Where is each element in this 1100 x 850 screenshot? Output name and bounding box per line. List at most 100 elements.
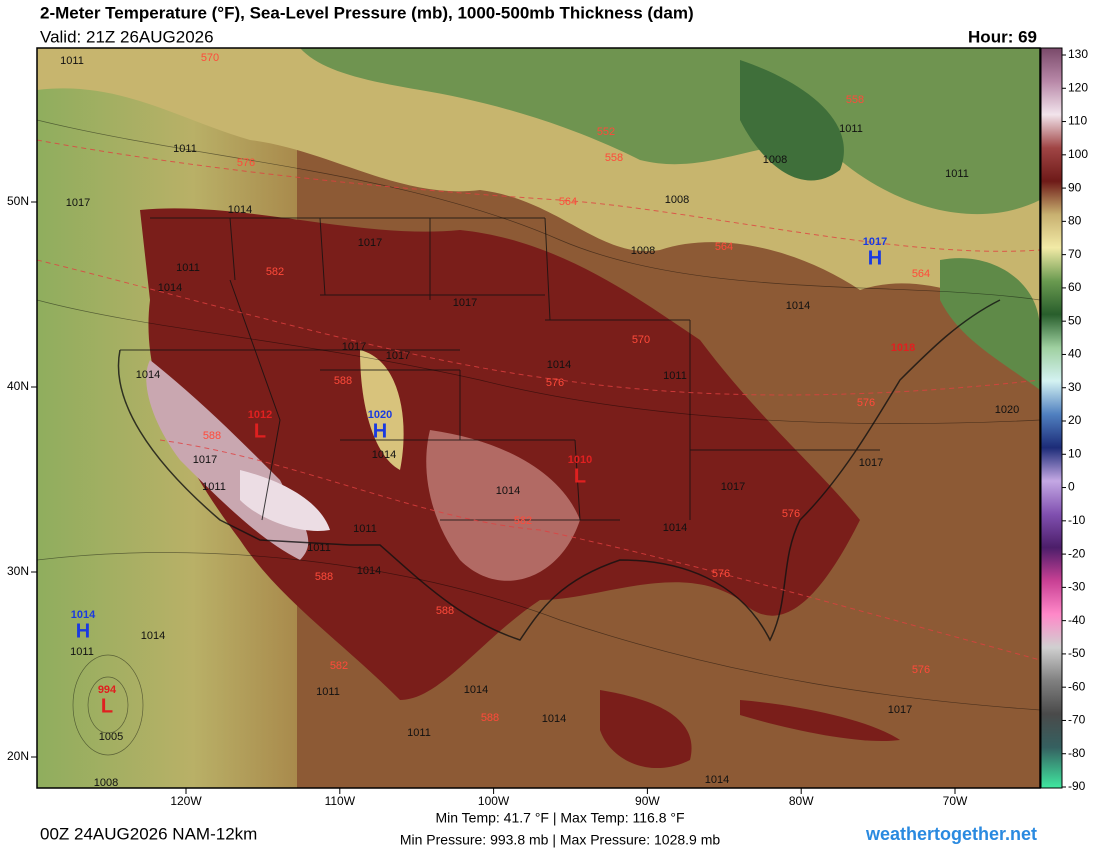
isobar-label: 1017 — [342, 341, 366, 353]
colorbar-tick-label: -70 — [1068, 713, 1086, 727]
center-letter: H — [373, 420, 387, 442]
colorbar-tick-label: -60 — [1068, 679, 1086, 693]
colorbar-tick-label: 60 — [1068, 280, 1082, 294]
colorbar-tick-label: 90 — [1068, 180, 1082, 194]
thickness-label: 558 — [846, 94, 864, 106]
isobar-label: 1011 — [70, 646, 94, 658]
thickness-label: 588 — [481, 712, 499, 724]
lat-tick-label: 40N — [7, 379, 29, 393]
lat-tick-label: 50N — [7, 194, 29, 208]
isobar-label: 1011 — [173, 143, 197, 155]
lon-tick-label: 100W — [478, 794, 510, 808]
thickness-label: 588 — [436, 605, 454, 617]
colorbar-tick-label: -90 — [1068, 779, 1086, 793]
isobar-label: 1011 — [60, 55, 84, 67]
map-title: 2-Meter Temperature (°F), Sea-Level Pres… — [40, 3, 694, 22]
isobar-label: 1017 — [358, 237, 382, 249]
isobar-label: 1017 — [66, 197, 90, 209]
isobar-label: 1014 — [372, 449, 396, 461]
center-value: 1012 — [248, 409, 272, 421]
center-letter: L — [254, 420, 266, 442]
colorbar-tick-label: 30 — [1068, 380, 1082, 394]
colorbar-tick-label: 10 — [1068, 446, 1082, 460]
colorbar-tick-label: 0 — [1068, 480, 1075, 494]
isobar-label: 1008 — [665, 194, 689, 206]
thickness-label: 564 — [715, 241, 733, 253]
isobar-label: 1014 — [464, 684, 488, 696]
center-value: 994 — [98, 684, 117, 696]
colorbar-tick-label: 120 — [1068, 80, 1088, 94]
center-letter: H — [76, 620, 90, 642]
colorbar-tick-label: 40 — [1068, 347, 1082, 361]
isobar-label: 1017 — [721, 481, 745, 493]
lon-tick-label: 120W — [170, 794, 202, 808]
isobar-label: 1008 — [94, 777, 118, 789]
center-letter: L — [101, 695, 113, 717]
colorbar-tick-label: -40 — [1068, 613, 1086, 627]
isobar-label: 1011 — [663, 370, 687, 382]
pressure-range: Min Pressure: 993.8 mb | Max Pressure: 1… — [400, 832, 721, 848]
model-run: 00Z 24AUG2026 NAM-12km — [40, 824, 257, 843]
isobar-label: 1014 — [228, 204, 252, 216]
thickness-label: 564 — [559, 196, 577, 208]
isobar-label: 1011 — [307, 542, 331, 554]
thickness-label: 576 — [237, 157, 255, 169]
thickness-label: 570 — [632, 334, 650, 346]
thickness-label: 558 — [605, 152, 623, 164]
isobar-label: 1008 — [631, 245, 655, 257]
lon-tick-label: 90W — [635, 794, 660, 808]
center-value: 1020 — [368, 409, 392, 421]
center-value: 1018 — [891, 342, 915, 354]
thickness-label: 552 — [597, 126, 615, 138]
map-frame — [36, 47, 1041, 789]
isobar-label: 1011 — [407, 727, 431, 739]
colorbar-tick-label: 110 — [1068, 114, 1087, 128]
isobar-label: 1017 — [859, 457, 883, 469]
colorbar-tick-label: -30 — [1068, 580, 1086, 594]
lat-tick-label: 30N — [7, 564, 29, 578]
thickness-label: 582 — [266, 266, 284, 278]
forecast-hour: Hour: 69 — [968, 27, 1037, 46]
isobar-label: 1011 — [316, 686, 340, 698]
thickness-label: 576 — [912, 664, 930, 676]
isobar-label: 1017 — [193, 454, 217, 466]
center-letter: H — [868, 247, 882, 269]
map-background — [37, 48, 1040, 788]
isobar-label: 1014 — [663, 522, 687, 534]
site-credit: weathertogether.net — [865, 824, 1037, 844]
colorbar-tick-label: 70 — [1068, 247, 1082, 261]
colorbar-tick-label: -50 — [1068, 646, 1086, 660]
thickness-label: 588 — [315, 571, 333, 583]
isobar-label: 1014 — [158, 282, 182, 294]
lat-tick-label: 20N — [7, 749, 29, 763]
lon-tick-label: 110W — [325, 794, 356, 808]
thickness-label: 576 — [857, 397, 875, 409]
isobar-label: 1011 — [176, 262, 200, 274]
isobar-label: 1017 — [888, 704, 912, 716]
colorbar-tick-label: 130 — [1068, 47, 1088, 61]
colorbar-tick-label: -20 — [1068, 546, 1086, 560]
colorbar — [1040, 47, 1063, 789]
isobar-label: 1014 — [786, 300, 810, 312]
isobar-label: 1014 — [496, 485, 520, 497]
colorbar-tick-label: 80 — [1068, 214, 1082, 228]
thickness-label: 570 — [201, 52, 219, 64]
isobar-label: 1011 — [202, 481, 226, 493]
colorbar-tick-label: 50 — [1068, 313, 1082, 327]
colorbar-tick-label: -10 — [1068, 513, 1086, 527]
thickness-label: 582 — [514, 515, 532, 527]
isobar-label: 1017 — [453, 297, 477, 309]
temp-range: Min Temp: 41.7 °F | Max Temp: 116.8 °F — [435, 810, 684, 826]
isobar-label: 1017 — [386, 350, 410, 362]
isobar-label: 1020 — [995, 404, 1019, 416]
lon-tick-label: 70W — [943, 794, 968, 808]
center-value: 1010 — [568, 454, 592, 466]
valid-time: Valid: 21Z 26AUG2026 — [40, 27, 214, 46]
colorbar-tick-label: -80 — [1068, 746, 1086, 760]
isobar-label: 1014 — [136, 369, 160, 381]
thickness-label: 576 — [546, 377, 564, 389]
isobar-label: 1008 — [763, 154, 787, 166]
isobar-label: 1014 — [357, 565, 381, 577]
